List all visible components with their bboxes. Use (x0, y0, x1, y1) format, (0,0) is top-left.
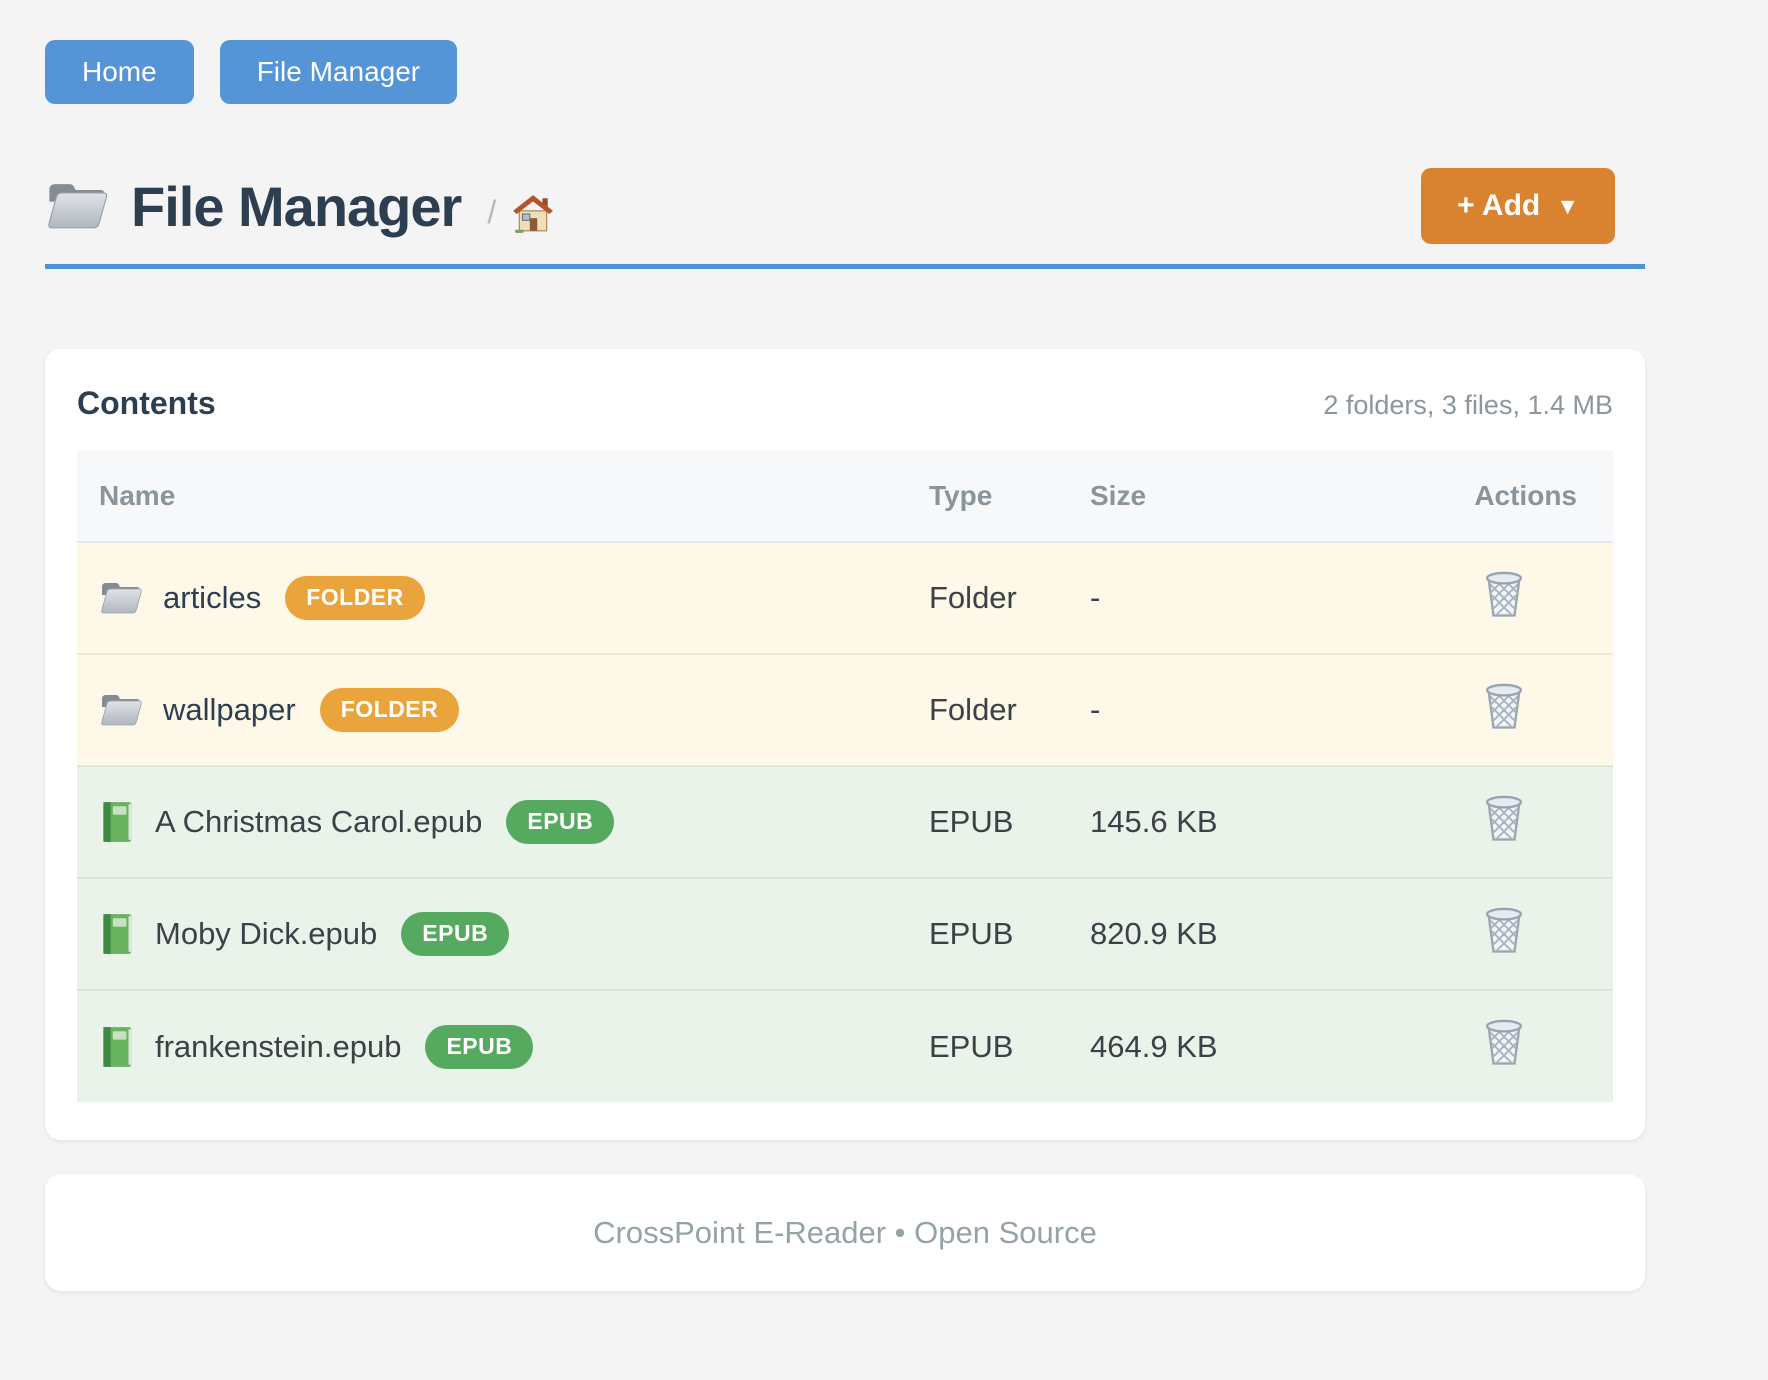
item-name-link[interactable]: wallpaper (163, 692, 296, 727)
actions-cell (1302, 877, 1613, 990)
size-cell: - (1090, 653, 1302, 766)
name-cell: wallpaper FOLDER (77, 653, 929, 766)
folder-icon (99, 579, 143, 617)
add-button[interactable]: + Add ▼ (1421, 168, 1615, 244)
nav-home-button[interactable]: Home (45, 40, 194, 104)
page-header: File Manager / + Add ▼ (45, 168, 1645, 269)
type-badge: FOLDER (285, 576, 425, 620)
type-badge: EPUB (506, 800, 615, 844)
column-header-size: Size (1090, 450, 1302, 543)
top-nav: Home File Manager (45, 0, 1645, 104)
actions-cell (1302, 765, 1613, 878)
name-cell: A Christmas Carol.epub EPUB (77, 765, 929, 878)
item-name-link[interactable]: frankenstein.epub (155, 1028, 402, 1064)
trash-icon (1483, 570, 1525, 619)
actions-cell (1302, 653, 1613, 766)
name-cell: Moby Dick.epub EPUB (77, 877, 929, 990)
folder-icon (99, 691, 143, 729)
table-row[interactable]: Moby Dick.epub EPUB EPUB 820.9 KB (77, 877, 1613, 990)
actions-cell (1302, 542, 1613, 654)
contents-summary: 2 folders, 3 files, 1.4 MB (1323, 390, 1613, 420)
table-header-row: Name Type Size Actions (77, 450, 1613, 543)
delete-button[interactable] (1483, 906, 1525, 955)
type-cell: Folder (929, 580, 1017, 615)
delete-button[interactable] (1483, 682, 1525, 731)
trash-icon (1483, 682, 1525, 731)
size-cell: 820.9 KB (1090, 877, 1302, 990)
table-row[interactable]: frankenstein.epub EPUB EPUB 464.9 KB (77, 989, 1613, 1102)
delete-button[interactable] (1483, 570, 1525, 619)
size-cell: 464.9 KB (1090, 989, 1302, 1102)
type-badge: EPUB (401, 912, 510, 956)
trash-icon (1483, 1018, 1525, 1067)
green-book-icon (99, 1025, 135, 1069)
house-icon (512, 194, 554, 234)
type-cell: Folder (929, 653, 1090, 766)
item-name-link[interactable]: A Christmas Carol.epub (155, 804, 483, 839)
green-book-icon (99, 800, 135, 844)
name-cell: frankenstein.epub EPUB (77, 989, 929, 1102)
table-row[interactable]: A Christmas Carol.epub EPUB EPUB 145.6 K… (77, 765, 1613, 878)
footer-text: CrossPoint E-Reader • Open Source (593, 1214, 1097, 1250)
page-title: File Manager (131, 174, 462, 238)
contents-card: Contents 2 folders, 3 files, 1.4 MB Name… (45, 349, 1645, 1140)
delete-button[interactable] (1483, 794, 1525, 843)
breadcrumb-home-link[interactable] (512, 194, 554, 234)
item-name-link[interactable]: Moby Dick.epub (155, 916, 378, 951)
title-wrap: File Manager / (45, 174, 554, 239)
type-cell: EPUB (929, 877, 1090, 990)
folder-icon (45, 178, 109, 234)
size-cell: - (1090, 580, 1101, 615)
contents-card-header: Contents 2 folders, 3 files, 1.4 MB (77, 385, 1613, 422)
caret-down-icon: ▼ (1556, 192, 1579, 219)
type-badge: FOLDER (319, 688, 460, 732)
name-cell: articles FOLDER (77, 542, 929, 654)
size-cell: 145.6 KB (1090, 765, 1302, 878)
file-table: Name Type Size Actions articles FOLDER F… (77, 450, 1613, 1102)
page: Home File Manager File Manager / (45, 0, 1645, 1291)
column-header-name: Name (77, 450, 929, 543)
footer: CrossPoint E-Reader • Open Source (45, 1174, 1645, 1291)
type-badge: EPUB (425, 1024, 534, 1069)
item-name-link[interactable]: articles (163, 580, 262, 615)
actions-cell (1302, 989, 1613, 1102)
add-button-label: + Add (1457, 189, 1541, 222)
type-cell: EPUB (929, 989, 1090, 1102)
breadcrumb-separator: / (487, 193, 497, 230)
trash-icon (1483, 794, 1525, 843)
table-row[interactable]: articles FOLDER Folder - (77, 542, 1613, 654)
contents-title: Contents (77, 385, 216, 421)
column-header-type: Type (929, 450, 1090, 543)
type-cell: EPUB (929, 765, 1090, 878)
delete-button[interactable] (1483, 1018, 1525, 1067)
trash-icon (1483, 906, 1525, 955)
nav-file-manager-button[interactable]: File Manager (219, 40, 458, 104)
column-header-actions: Actions (1302, 450, 1613, 543)
green-book-icon (99, 912, 135, 956)
table-row[interactable]: wallpaper FOLDER Folder - (77, 653, 1613, 766)
